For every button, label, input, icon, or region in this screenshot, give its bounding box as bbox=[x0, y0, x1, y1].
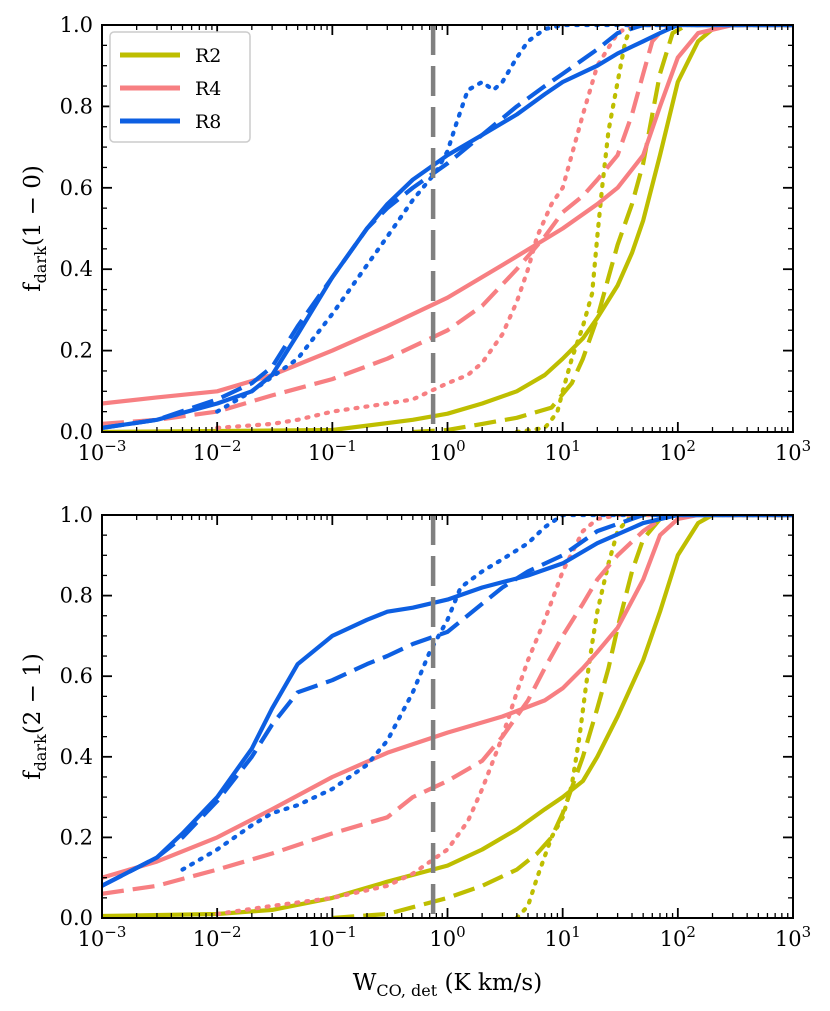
x-tick-label: 103 bbox=[775, 923, 811, 951]
series-r8-solid-line bbox=[102, 515, 793, 888]
legend-label-r4: R4 bbox=[195, 78, 221, 100]
series-r2-dashed-line bbox=[332, 515, 793, 918]
y-axis-label: fdark(2 − 1) bbox=[20, 653, 50, 780]
y-tick-label: 0.0 bbox=[60, 420, 93, 444]
series-group bbox=[102, 515, 793, 918]
axes-frame bbox=[101, 514, 794, 919]
y-tick-label: 0.8 bbox=[60, 584, 93, 608]
y-tick-label: 0.6 bbox=[60, 664, 93, 688]
x-tick-label: 101 bbox=[545, 437, 581, 465]
x-tick-label: 100 bbox=[429, 437, 465, 465]
series-r8-dashed-line bbox=[102, 515, 793, 888]
y-tick-label: 1.0 bbox=[60, 13, 93, 37]
x-tick-label: 10−1 bbox=[308, 923, 357, 951]
x-tick-label: 10−3 bbox=[78, 437, 127, 465]
series-r4-dotted-line bbox=[215, 515, 793, 917]
series-r2-dotted-line bbox=[514, 25, 793, 432]
series-r8-dotted-line bbox=[180, 515, 793, 872]
legend-label-r2: R2 bbox=[195, 45, 221, 67]
x-tick-label: 10−3 bbox=[78, 923, 127, 951]
y-axis-label: fdark(1 − 0) bbox=[20, 165, 50, 292]
y-tick-label: 0.0 bbox=[60, 906, 93, 930]
top-panel: 10−3 10−2 10−1 100 101 102 103 0.0 0.2 0.4 0.6 0.8 1… bbox=[20, 13, 811, 465]
legend-label-r8: R8 bbox=[195, 111, 221, 133]
y-tick-label: 0.4 bbox=[60, 745, 93, 769]
x-tick-label: 10−1 bbox=[308, 437, 357, 465]
series-r2-dashed-line bbox=[412, 25, 793, 432]
x-tick-label: 101 bbox=[545, 923, 581, 951]
x-tick-label: 102 bbox=[660, 923, 696, 951]
y-tick-label: 0.4 bbox=[60, 257, 93, 281]
series-r2-dotted-line bbox=[514, 515, 793, 918]
x-tick-label: 10−2 bbox=[193, 437, 242, 465]
y-tick-label: 0.2 bbox=[60, 339, 93, 363]
series-group bbox=[102, 25, 793, 432]
series-r8-dotted-line bbox=[215, 25, 793, 414]
series-r4-dashed-line bbox=[102, 25, 793, 426]
y-tick-label: 0.2 bbox=[60, 825, 93, 849]
legend: R2 R4 R8 bbox=[109, 31, 251, 143]
x-axis-label: WCO, det (K km/s) bbox=[353, 970, 542, 1000]
y-tick-label: 0.6 bbox=[60, 176, 93, 200]
series-r4-solid-line bbox=[102, 515, 793, 880]
y-tick-label: 0.8 bbox=[60, 94, 93, 118]
x-tick-label: 100 bbox=[429, 923, 465, 951]
series-r4-dotted-line bbox=[215, 25, 793, 430]
x-tick-label: 103 bbox=[775, 437, 811, 465]
series-r4-dashed-line bbox=[102, 515, 793, 896]
series-r2-solid-line bbox=[102, 515, 793, 918]
series-r8-dashed-line bbox=[102, 25, 793, 430]
bottom-panel: 10−3 10−2 10−1 100 101 102 103 0.0 0.2 0.4 0.6 0.8 1… bbox=[20, 503, 811, 1000]
y-tick-label: 1.0 bbox=[60, 503, 93, 527]
x-tick-label: 10−2 bbox=[193, 923, 242, 951]
x-tick-label: 102 bbox=[660, 437, 696, 465]
series-r2-solid-line bbox=[102, 25, 793, 432]
